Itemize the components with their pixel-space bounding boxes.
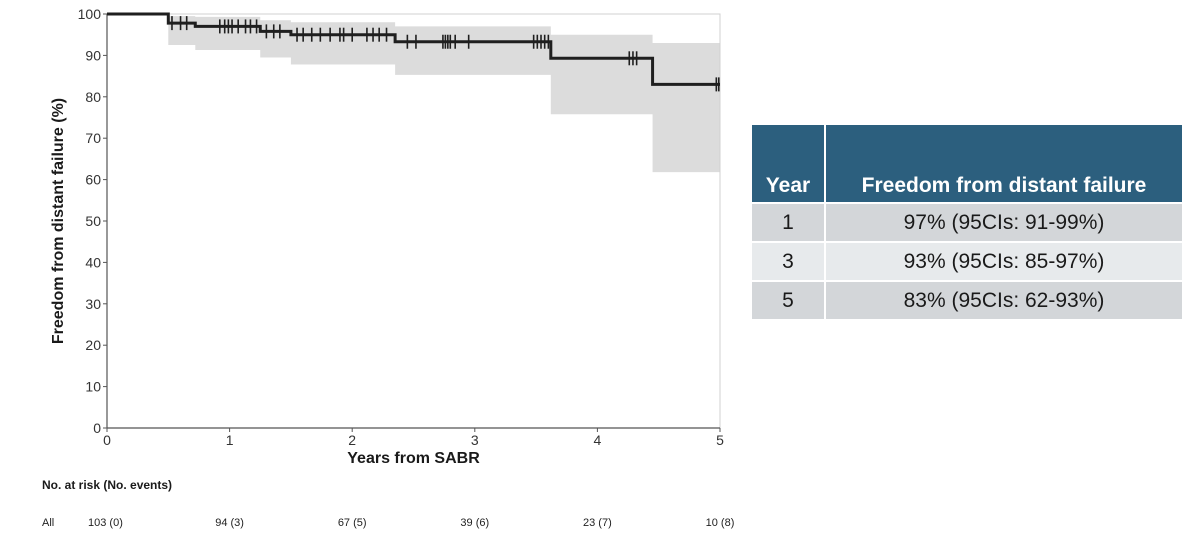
header-year: Year — [750, 123, 826, 204]
value-cell: 97% (95CIs: 91-99%) — [824, 202, 1184, 243]
y-tick-label: 100 — [78, 6, 102, 22]
value-cell: 83% (95CIs: 62-93%) — [824, 280, 1184, 321]
risk-cell: 10 (8) — [705, 517, 735, 529]
x-tick-label: 1 — [226, 432, 234, 448]
x-axis-label: Years from SABR — [347, 450, 480, 467]
y-tick-label: 40 — [85, 254, 101, 270]
risk-cell: 94 (3) — [215, 517, 244, 529]
y-axis-label: Freedom from distant failure (%) — [50, 98, 67, 344]
y-tick-label: 70 — [85, 130, 101, 146]
y-tick-label: 0 — [93, 420, 101, 436]
y-tick-label: 90 — [85, 47, 101, 63]
year-cell: 3 — [750, 241, 826, 282]
y-tick-label: 10 — [85, 379, 101, 395]
y-tick-label: 30 — [85, 296, 101, 312]
year-cell: 1 — [750, 202, 826, 243]
risk-cell: 39 (6) — [460, 517, 490, 529]
y-tick-label: 80 — [85, 89, 101, 105]
x-tick-label: 4 — [594, 432, 602, 448]
x-tick-label: 5 — [716, 432, 724, 448]
risk-table: No. at risk (No. events) All 103 (0) 94 … — [42, 478, 735, 529]
survival-line — [107, 12, 720, 86]
y-tick-label: 50 — [85, 213, 101, 229]
confidence-band — [107, 14, 720, 173]
x-tick-label: 0 — [103, 432, 111, 448]
risk-table-row-label: All — [42, 517, 55, 529]
risk-table-title: No. at risk (No. events) — [42, 478, 173, 492]
table-row: 1 97% (95CIs: 91-99%) — [750, 202, 1184, 243]
summary-table: Year Freedom from distant failure 1 97% … — [750, 123, 1184, 321]
summary-table-header-row: Year Freedom from distant failure — [750, 123, 1184, 204]
risk-cell: 23 (7) — [583, 517, 612, 529]
year-cell: 5 — [750, 280, 826, 321]
x-tick-label: 2 — [348, 432, 356, 448]
header-freedom-from-distant-failure: Freedom from distant failure — [824, 123, 1184, 204]
risk-cell: 103 (0) — [88, 517, 123, 529]
x-tick-label: 3 — [471, 432, 479, 448]
table-row: 3 93% (95CIs: 85-97%) — [750, 241, 1184, 282]
y-tick-label: 20 — [85, 337, 101, 353]
y-tick-label: 60 — [85, 172, 101, 188]
km-chart: 0 10 20 30 40 50 60 70 80 90 100 0 1 2 3 4 5 Years from S… — [50, 6, 724, 467]
value-cell: 93% (95CIs: 85-97%) — [824, 241, 1184, 282]
table-row: 5 83% (95CIs: 62-93%) — [750, 280, 1184, 321]
risk-cell: 67 (5) — [337, 517, 367, 529]
